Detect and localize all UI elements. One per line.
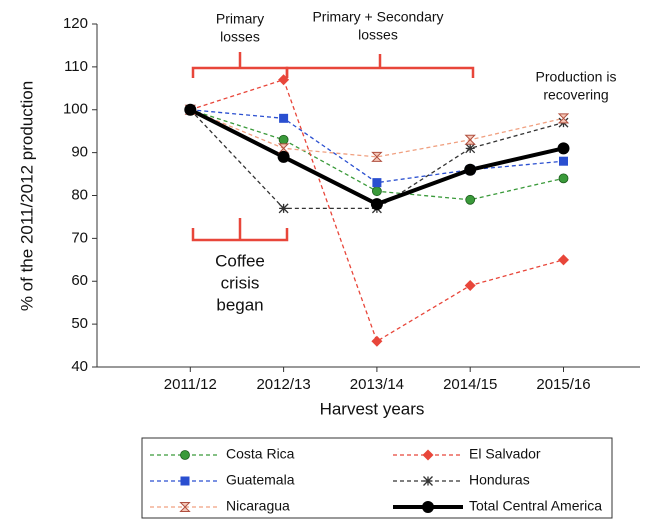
x-tick-label: 2012/13 — [256, 376, 310, 393]
legend-label: Costa Rica — [226, 446, 295, 462]
marker — [422, 501, 434, 513]
marker — [370, 198, 383, 211]
marker — [278, 134, 289, 145]
x-tick-label: 2011/12 — [164, 376, 217, 393]
annotation: Primary — [216, 11, 264, 27]
annotation: losses — [220, 29, 260, 45]
marker — [558, 173, 569, 184]
y-tick-label: 60 — [71, 272, 88, 289]
y-tick-label: 40 — [71, 358, 88, 375]
marker — [179, 502, 191, 512]
marker — [464, 280, 476, 292]
x-tick-label: 2015/16 — [536, 376, 590, 393]
legend-label: Nicaragua — [226, 498, 290, 514]
marker — [558, 254, 569, 266]
annotation: began — [216, 295, 263, 314]
legend-label: El Salvador — [469, 446, 541, 462]
series-line — [190, 78, 564, 343]
marker — [184, 103, 197, 116]
marker — [371, 151, 383, 162]
marker — [465, 143, 476, 154]
legend-label: Total Central America — [469, 498, 602, 514]
bracket-primary — [191, 52, 289, 78]
bracket-crisis — [191, 218, 289, 242]
annotation: recovering — [543, 87, 608, 103]
y-tick-label: 100 — [63, 101, 88, 118]
y-tick-label: 80 — [71, 186, 88, 203]
y-tick-label: 70 — [71, 229, 88, 246]
marker — [557, 113, 570, 124]
y-axis-title: % of the 2011/2012 production — [17, 81, 36, 311]
series-line — [189, 109, 564, 210]
marker — [464, 134, 476, 145]
annotation: Coffee — [215, 251, 265, 270]
marker — [180, 476, 190, 486]
y-tick-label: 50 — [71, 315, 88, 332]
marker — [278, 203, 289, 214]
x-tick-label: 2014/15 — [443, 376, 497, 393]
marker — [371, 335, 383, 347]
series-line — [190, 109, 564, 184]
marker — [371, 186, 382, 197]
marker — [277, 143, 290, 154]
y-tick-label: 110 — [64, 58, 88, 75]
brackets — [191, 52, 475, 242]
marker — [559, 156, 568, 166]
marker — [278, 74, 290, 86]
x-axis-title: Harvest years — [320, 399, 425, 418]
annotation: Production is — [536, 69, 617, 85]
marker — [422, 449, 434, 461]
marker — [277, 150, 290, 163]
legend-label: Guatemala — [226, 472, 295, 488]
series-line — [190, 109, 564, 158]
marker — [372, 178, 382, 188]
marker — [464, 163, 477, 176]
marker — [180, 450, 190, 460]
marker — [279, 113, 289, 123]
y-tick-label: 90 — [71, 144, 88, 161]
annotation: losses — [358, 27, 398, 43]
annotation: crisis — [221, 273, 260, 292]
bracket-secondary — [285, 54, 475, 78]
marker — [423, 476, 433, 486]
marker — [557, 142, 570, 155]
marker — [465, 194, 476, 205]
annotation: Primary + Secondary — [312, 9, 443, 25]
x-tick-label: 2013/14 — [350, 376, 404, 393]
legend-box — [141, 437, 613, 519]
legend-label: Honduras — [469, 472, 530, 488]
y-tick-label: 120 — [63, 15, 88, 32]
